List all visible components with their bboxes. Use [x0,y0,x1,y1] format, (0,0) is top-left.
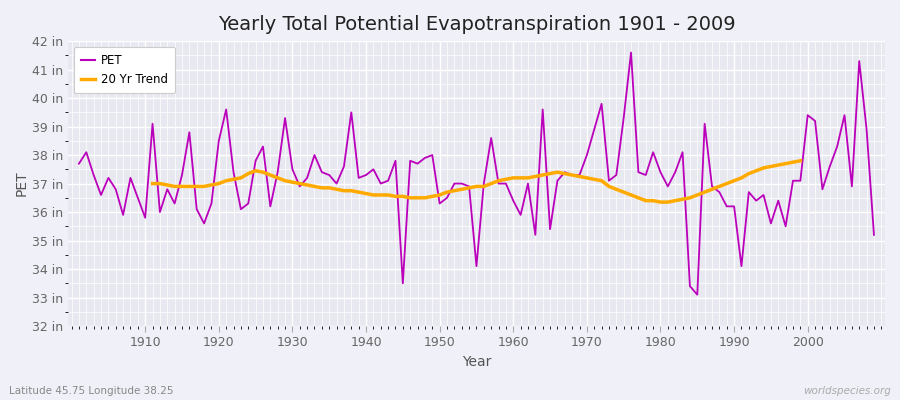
Title: Yearly Total Potential Evapotranspiration 1901 - 2009: Yearly Total Potential Evapotranspiratio… [218,15,735,34]
Legend: PET, 20 Yr Trend: PET, 20 Yr Trend [74,47,175,93]
Text: Latitude 45.75 Longitude 38.25: Latitude 45.75 Longitude 38.25 [9,386,174,396]
Y-axis label: PET: PET [15,171,29,196]
Text: worldspecies.org: worldspecies.org [803,386,891,396]
X-axis label: Year: Year [462,355,491,369]
